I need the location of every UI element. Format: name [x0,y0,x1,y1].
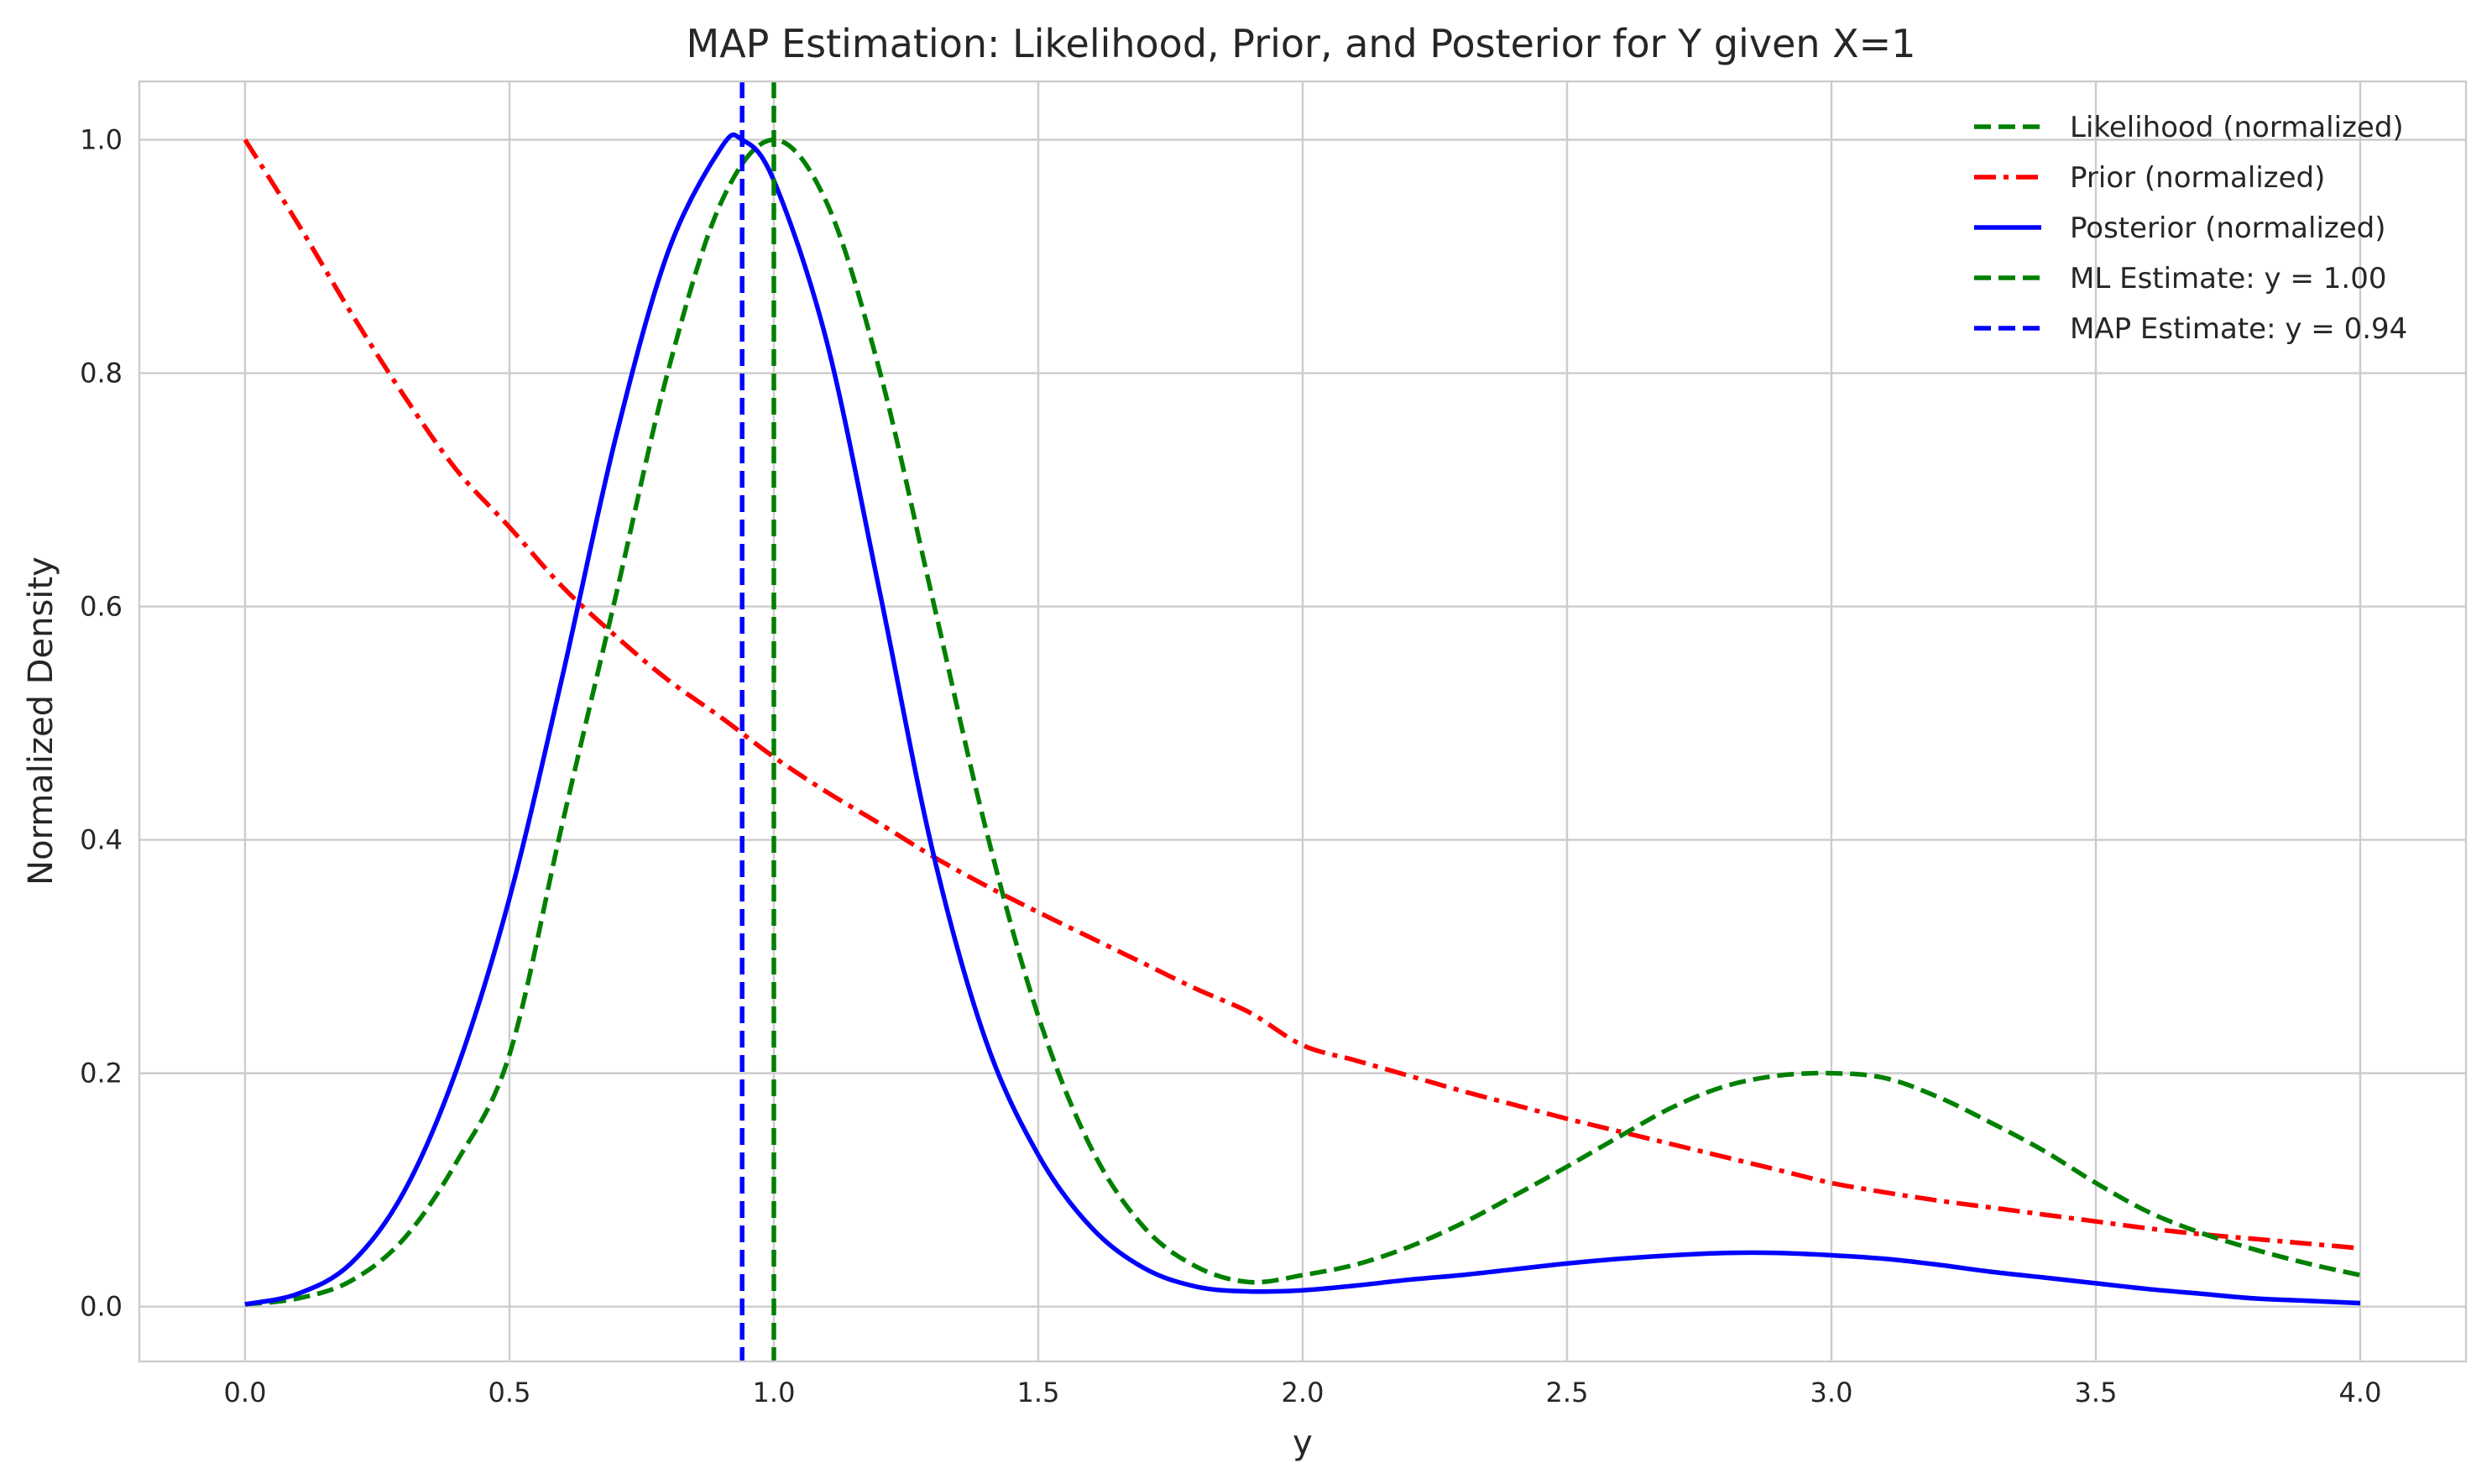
legend-label: ML Estimate: y = 1.00 [2070,262,2386,295]
y-tick-label: 0.2 [80,1058,123,1089]
x-tick-label: 0.0 [224,1377,267,1408]
legend: Likelihood (normalized) Prior (normalized… [1974,111,2407,346]
x-tick-label: 2.5 [1546,1377,1589,1408]
legend-label: Likelihood (normalized) [2070,111,2404,144]
legend-label: MAP Estimate: y = 0.94 [2070,312,2407,346]
x-tick-label: 1.5 [1017,1377,1060,1408]
y-tick-label: 1.0 [80,124,123,156]
plot-frame [138,80,2468,1363]
legend-label: Prior (normalized) [2070,161,2325,195]
y-tick-label: 0.4 [80,824,123,856]
x-tick-label: 2.0 [1282,1377,1324,1408]
plot-series [243,81,2361,1361]
x-tick-label: 4.0 [2339,1377,2382,1408]
grid [139,81,2466,1361]
series-line-prior [243,138,2361,1251]
x-tick-label: 3.5 [2075,1377,2118,1408]
x-tick-label: 3.0 [1810,1377,1853,1408]
x-tick-label: 1.0 [753,1377,796,1408]
legend-label: Posterior (normalized) [2070,212,2386,245]
series-line-posterior [244,132,2361,1307]
y-tick-label: 0.0 [80,1291,123,1323]
x-tick-label: 0.5 [488,1377,531,1408]
y-tick-label: 0.6 [80,591,123,623]
x-axis-label: y [1293,1424,1313,1462]
y-tick-label: 0.8 [80,358,123,389]
axis-ticks: 0.0 0.5 1.0 1.5 2.0 2.5 3.0 3.5 4.0 0.0 0.2 0.4 0.6 0… [80,124,2381,1408]
chart-title: MAP Estimation: Likelihood, Prior, and P… [687,21,1916,66]
y-axis-label: Normalized Density [22,556,60,886]
series-line-likelihood [244,137,2361,1307]
